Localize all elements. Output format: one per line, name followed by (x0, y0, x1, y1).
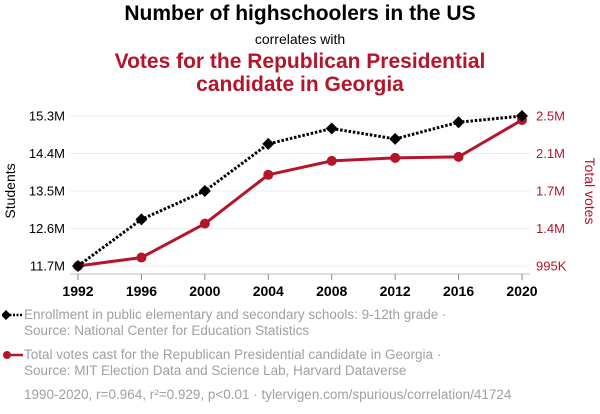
y-left-tick-label: 12.6M (29, 221, 65, 236)
x-tick-label: 1996 (126, 283, 157, 299)
y-right-tick-label: 995K (536, 259, 567, 274)
diamond-dotted-line-icon (2, 310, 23, 320)
circle-line-icon (3, 351, 23, 359)
x-tick-label: 2004 (253, 283, 284, 299)
students-data-point (198, 185, 211, 197)
x-tick-label: 1992 (62, 283, 93, 299)
students-data-point (262, 137, 275, 150)
students-data-point (135, 213, 148, 226)
students-data-point (72, 260, 84, 272)
y-right-tick-label: 1.7M (536, 184, 565, 199)
chart-title: Number of highschoolers in the US (124, 2, 476, 25)
y-right-tick-label: 2.5M (536, 109, 565, 124)
votes-series-line (77, 118, 523, 268)
legend-students-source: Source: National Center for Education St… (24, 323, 310, 338)
x-tick-label: 2000 (189, 283, 220, 299)
y-left-tick-label: 13.5M (29, 184, 65, 199)
legend-item-votes: Total votes cast for the Republican Pres… (3, 347, 442, 379)
votes-data-point (263, 169, 274, 180)
legend-students-desc: Enrollment in public elementary and seco… (24, 307, 447, 322)
y-left-tick-label: 14.4M (29, 146, 65, 161)
y-right-tick-label: 1.4M (536, 221, 565, 236)
students-data-point (325, 122, 338, 135)
chart-subtitle: correlates with (254, 31, 346, 47)
legend-votes-desc: Total votes cast for the Republican Pres… (24, 347, 442, 362)
x-tick-label: 2012 (380, 283, 411, 299)
x-tick-label: 2020 (506, 283, 537, 299)
y-left-tick-label: 11.7M (30, 259, 65, 274)
legend-item-students: Enrollment in public elementary and seco… (2, 307, 447, 339)
x-tick-label: 2008 (316, 283, 347, 299)
votes-data-point (136, 252, 147, 263)
chart-area: 11.7M 12.6M 13.5M 14.4M 15.3M 995K 1.4M 1.7M 2.1… (2, 109, 598, 300)
votes-data-point (326, 155, 337, 166)
y-left-axis-label: Students (2, 163, 18, 218)
votes-data-point (390, 152, 401, 163)
y-right-tick-label: 2.1M (536, 146, 565, 161)
legend-votes-source: Source: MIT Election Data and Science La… (24, 363, 407, 378)
students-data-point (452, 116, 465, 129)
title-secondary-line1: Votes for the Republican Presidential (114, 50, 486, 73)
chart-title-secondary: Votes for the Republican Presidential ca… (0, 50, 600, 96)
y-right-axis-label: Total votes (582, 158, 598, 225)
votes-data-point (453, 151, 464, 162)
students-data-point (389, 132, 402, 145)
votes-data-point (199, 218, 210, 229)
students-series-line (77, 114, 523, 268)
correlation-footer: 1990-2020, r=0.964, r²=0.929, p<0.01 · t… (24, 387, 512, 402)
y-left-tick-label: 15.3M (29, 109, 65, 124)
x-tick-label: 2016 (443, 283, 474, 299)
title-secondary-line2: candidate in Georgia (196, 73, 404, 96)
students-data-point (516, 110, 528, 122)
